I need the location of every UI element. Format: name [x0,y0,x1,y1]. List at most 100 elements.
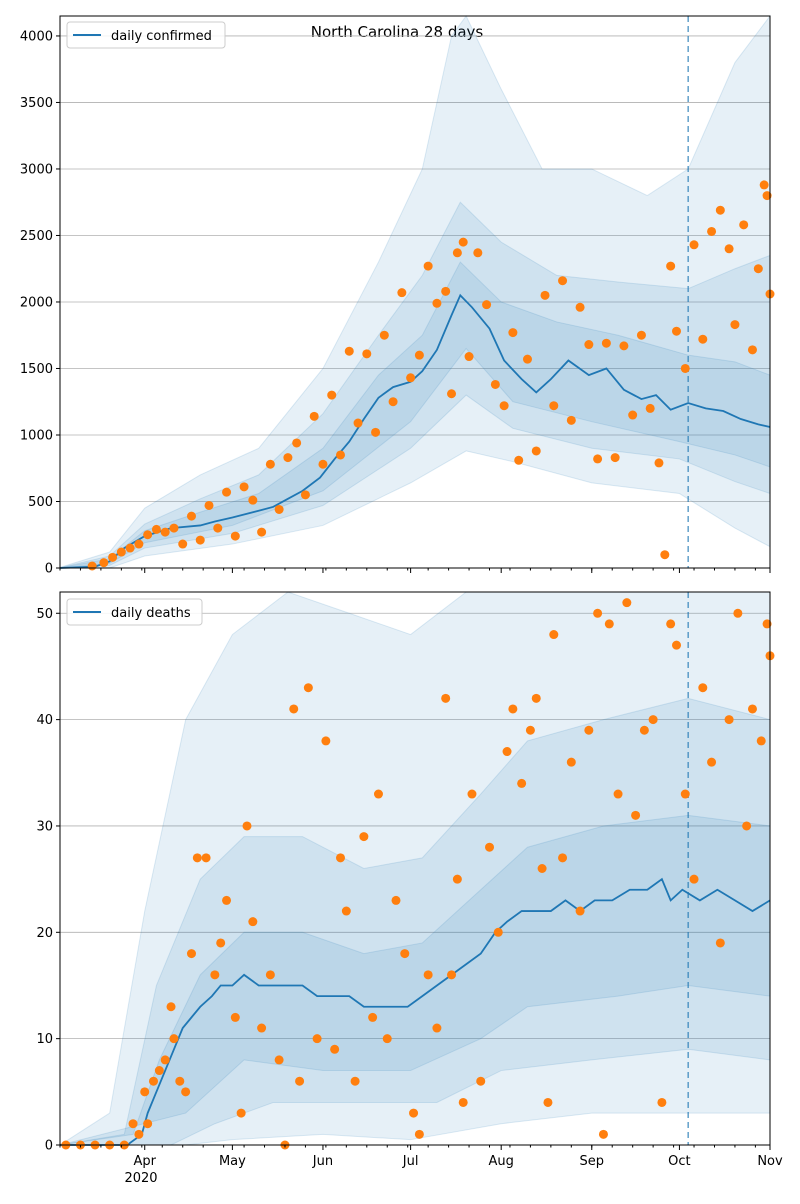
data-point [274,1055,284,1065]
data-point [636,330,646,340]
data-point [473,248,483,258]
data-point [335,450,345,460]
data-point [303,683,313,693]
data-point [312,1034,322,1044]
y-tick-label: 3500 [20,96,53,111]
data-point [181,1087,191,1097]
data-point [397,288,407,298]
data-point [344,346,354,356]
data-point [283,453,293,463]
data-point [759,180,769,190]
data-point [604,619,614,629]
data-point [493,927,503,937]
deaths-panel: 0 10 20 30 40 50 Apr May Jun Jul Aug Sep Oct Nov dai… [36,591,783,1186]
data-point [400,949,410,959]
y-tick-label: 2500 [20,229,53,244]
data-point [432,1023,442,1033]
data-point [747,704,757,714]
data-point [371,427,381,437]
data-point [756,736,766,746]
data-point [222,487,232,497]
y-tick-label: 3000 [20,162,53,177]
data-point [525,725,535,735]
x-tick-label: May [219,1154,246,1169]
legend-box [66,21,226,49]
data-point [508,704,518,714]
data-point [639,725,649,735]
data-point [362,349,372,359]
data-point [742,821,752,831]
data-point [499,401,509,411]
data-point [388,397,398,407]
data-point [210,970,220,980]
data-point [645,403,655,413]
data-point [753,264,763,274]
x-tick-label: Nov [757,1154,783,1169]
data-point [216,938,226,948]
data-point [151,524,161,534]
data-point [739,220,749,230]
data-point [762,191,772,201]
data-point [715,938,725,948]
data-point [257,527,267,537]
data-point [593,608,603,618]
data-point [318,459,328,469]
data-point [169,523,179,533]
data-point [143,530,153,540]
data-point [689,874,699,884]
data-point [467,789,477,799]
data-point [458,237,468,247]
data-point [160,527,170,537]
data-point [274,504,284,514]
data-point [341,906,351,916]
data-point [382,1034,392,1044]
deaths-legend: daily deaths [66,598,203,626]
data-point [698,683,708,693]
legend-label: daily deaths [111,606,191,621]
confirmed-bands [59,14,771,569]
data-point [672,326,682,336]
data-point [292,438,302,448]
data-point [464,352,474,362]
data-point [87,561,97,571]
data-point [549,401,559,411]
data-point [508,328,518,338]
data-point [601,338,611,348]
data-point [613,789,623,799]
data-point [148,1076,158,1086]
data-point [689,240,699,250]
data-point [230,531,240,541]
data-point [540,290,550,300]
data-point [321,736,331,746]
data-point [724,244,734,254]
data-point [160,1055,170,1065]
data-point [265,459,275,469]
data-point [300,490,310,500]
deaths-axes-frame [59,591,771,1146]
confirmed-line [59,293,771,569]
data-point [514,455,524,465]
data-point [490,379,500,389]
data-point [593,454,603,464]
data-point [619,341,629,351]
data-point [648,715,658,725]
data-point [195,535,205,545]
y-tick-label: 500 [28,495,53,510]
legend-box [66,598,203,626]
data-point [680,789,690,799]
band-middle [59,201,771,569]
data-point [289,704,299,714]
y-tick-label: 2000 [20,295,53,310]
data-point [698,334,708,344]
data-point [584,340,594,350]
x-tick-label: Jul [402,1154,419,1169]
data-point [125,543,135,553]
x-tick-label: Aug [488,1154,513,1169]
series-line [59,293,771,569]
data-point [452,874,462,884]
data-point [730,320,740,330]
data-point [140,1087,150,1097]
data-point [143,1119,153,1129]
data-point [239,482,249,492]
data-point [236,1108,246,1118]
